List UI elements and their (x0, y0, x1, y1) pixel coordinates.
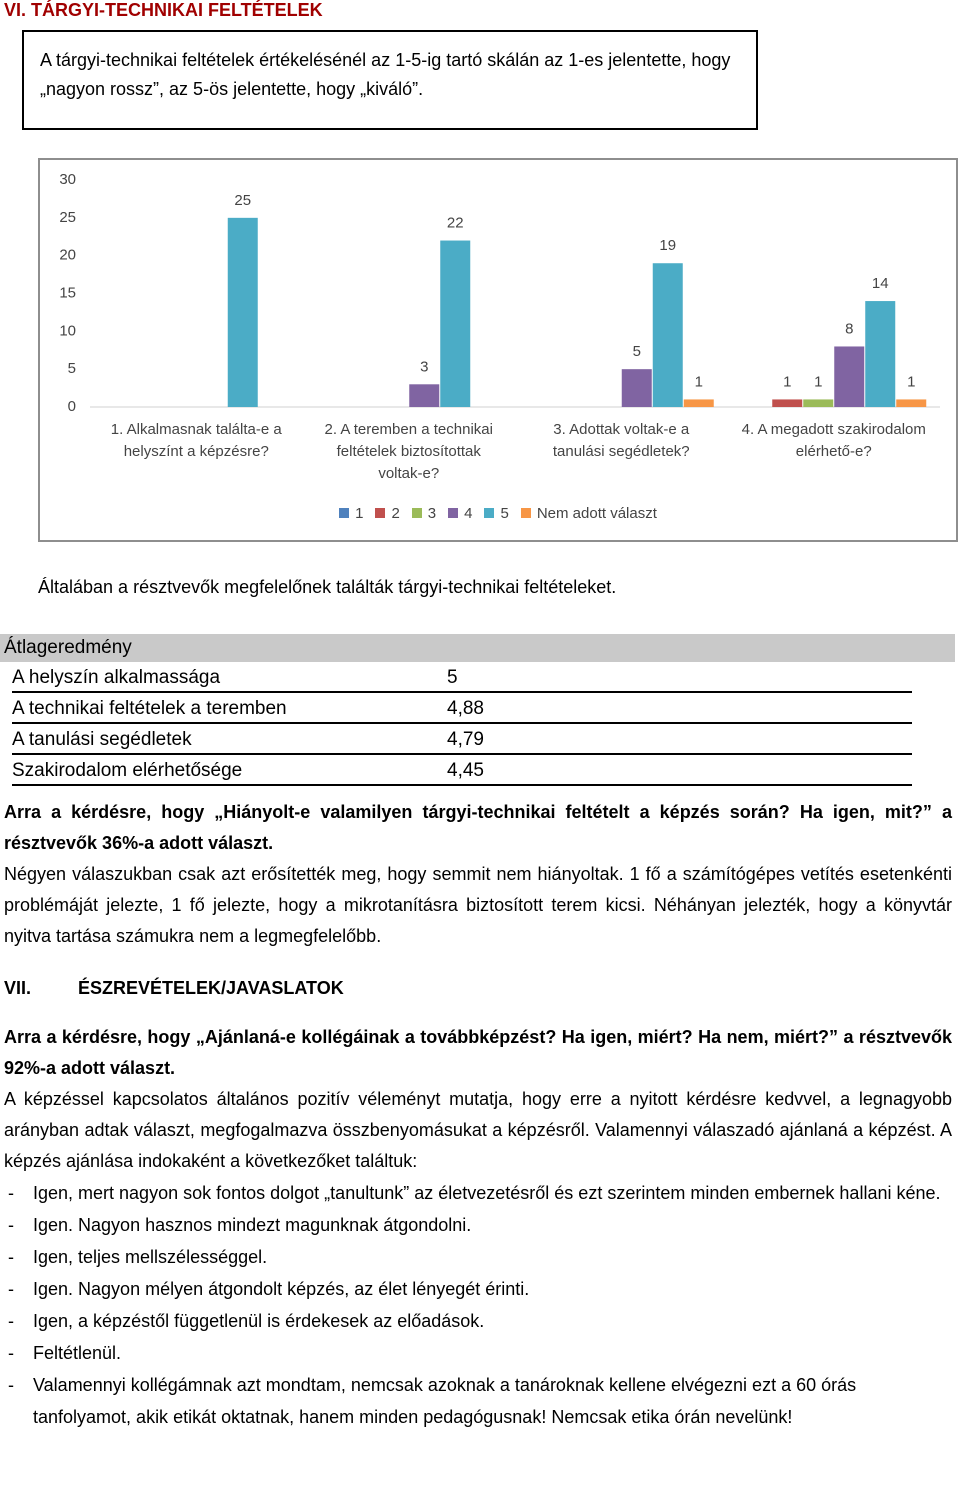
bar (834, 346, 865, 407)
list-item: Igen, mert nagyon sok fontos dolgot „tan… (4, 1177, 952, 1209)
list-item: Igen. Nagyon mélyen átgondolt képzés, az… (4, 1273, 952, 1305)
y-tick-label: 20 (59, 247, 76, 264)
list-item: Feltétlenül. (4, 1337, 952, 1369)
section6-text: Arra a kérdésre, hogy „Hiányolt-e valami… (4, 797, 952, 952)
bar (865, 301, 896, 407)
legend-item: 5 (484, 505, 509, 522)
table: Átlageredmény A helyszín alkalmassága 5 A … (0, 634, 955, 786)
list-item: Igen. Nagyon hasznos mindezt magunknak á… (4, 1209, 952, 1241)
data-label: 1 (783, 373, 791, 390)
paragraph: A képzéssel kapcsolatos általános pozití… (4, 1089, 952, 1171)
data-label: 19 (659, 237, 676, 254)
heading: VI. TÁRGYI-TECHNIKAI FELTÉTELEK (4, 0, 323, 20)
bar (409, 384, 440, 407)
section7-text: Arra a kérdésre, hogy „Ajánlaná-e kollég… (4, 1022, 952, 1433)
chart: 0 5 10 15 20 25 30 25 3 22 5 19 1 1 1 8 14 1 1 2 3 4 5 Nem ado… (38, 158, 958, 542)
y-tick-label: 5 (68, 360, 76, 377)
data-label: 25 (234, 192, 251, 209)
bar (440, 240, 471, 407)
legend-label: 1 (355, 505, 364, 522)
bar (227, 217, 258, 407)
table-cell: 4,88 (447, 698, 484, 719)
bar (772, 399, 803, 407)
bar (803, 399, 834, 407)
table-cell: A tanulási segédletek (12, 729, 192, 750)
table-title: Átlageredmény (0, 634, 955, 662)
list: Igen, mert nagyon sok fontos dolgot „tan… (4, 1177, 952, 1433)
section-title: ÉSZREVÉTELEK/JAVASLATOK (78, 978, 344, 998)
legend-label: Nem adott választ (536, 505, 657, 522)
table-row: Szakirodalom elérhetősége 4,45 (12, 755, 912, 786)
question: Arra a kérdésre, hogy „Ajánlaná-e kollég… (4, 1027, 952, 1078)
bar (621, 369, 652, 407)
bar (683, 399, 714, 407)
legend-label: 4 (464, 505, 473, 522)
table-cell: A technikai feltételek a teremben (12, 698, 287, 719)
table-row: A technikai feltételek a teremben 4,88 (12, 693, 912, 724)
table-cell: A helyszín alkalmassága (12, 667, 221, 688)
legend-swatch (484, 508, 495, 518)
x-tick-label: 2. A teremben a technikai feltételek biz… (324, 421, 493, 482)
data-label: 8 (845, 320, 853, 337)
data-label: 14 (872, 275, 889, 292)
table-row: A tanulási segédletek 4,79 (12, 724, 912, 755)
data-label: 3 (420, 358, 428, 375)
legend-item: 3 (411, 505, 437, 522)
legend-item: 4 (448, 505, 472, 522)
summary: Általában a résztvevők megfelelőnek talá… (38, 577, 617, 597)
section-number: VII. (4, 978, 32, 998)
legend-item: 1 (339, 505, 363, 522)
chart-plot: 0 5 10 15 20 25 30 25 3 22 5 19 1 1 1 8 14 1 (59, 171, 940, 415)
legend-swatch (411, 508, 422, 518)
table-cell: 5 (447, 667, 458, 688)
table-cell: Szakirodalom elérhetősége (12, 760, 243, 781)
data-label: 22 (447, 215, 464, 232)
bar (896, 399, 927, 407)
x-tick-label: 1. Alkalmasnak találta-e a helyszínt a k… (110, 421, 282, 460)
data-label: 1 (695, 373, 703, 390)
y-tick-label: 30 (59, 171, 76, 188)
x-tick-label: 4. A megadott szakirodalom elérhető-e? (741, 421, 926, 460)
legend: 1 2 3 4 5 Nem adott választ (40, 505, 956, 522)
y-tick-label: 10 (59, 322, 76, 339)
table-cell: 4,79 (447, 729, 484, 750)
x-tick-label: 3. Adottak voltak-e a tanulási segédlete… (552, 421, 690, 460)
table-cell: 4,45 (447, 760, 484, 781)
data-label: 5 (633, 343, 641, 360)
data-label: 1 (814, 373, 822, 390)
info-box: A tárgyi-technikai feltételek értékelésé… (22, 30, 758, 130)
legend-swatch (520, 508, 531, 518)
question: Arra a kérdésre, hogy „Hiányolt-e valami… (4, 802, 952, 853)
legend-item: Nem adott választ (520, 505, 657, 522)
list-item: Igen, teljes mellszélességgel. (4, 1241, 952, 1273)
legend-swatch (339, 508, 350, 518)
legend-label: 3 (427, 505, 437, 522)
list-item: Igen, a képzéstől függetlenül is érdekes… (4, 1305, 952, 1337)
legend-item: 2 (375, 505, 400, 522)
legend-label: 5 (500, 505, 509, 522)
legend-swatch (375, 508, 386, 518)
y-tick-label: 0 (68, 398, 76, 415)
list-item: Valamennyi kollégámnak azt mondtam, nemc… (4, 1369, 952, 1433)
section-heading: VII. ÉSZREVÉTELEK/JAVASLATOK (4, 978, 344, 999)
data-label: 1 (907, 373, 915, 390)
legend-label: 2 (391, 505, 400, 522)
table-row: A helyszín alkalmassága 5 (12, 662, 912, 693)
y-tick-label: 25 (59, 209, 76, 226)
legend-swatch (448, 508, 459, 518)
y-tick-label: 15 (59, 284, 76, 301)
bar (652, 263, 683, 407)
paragraph: Négyen válaszukban csak azt erősítették … (4, 864, 952, 946)
